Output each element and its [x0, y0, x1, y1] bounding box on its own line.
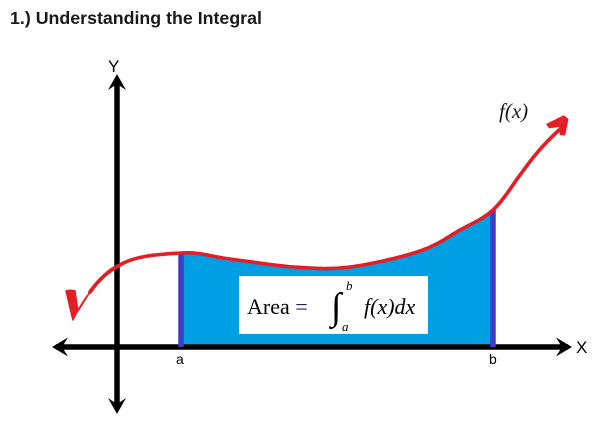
- svg-text:a: a: [176, 351, 184, 367]
- svg-text:Y: Y: [108, 57, 119, 76]
- svg-text:a: a: [342, 319, 349, 334]
- svg-text:f(x): f(x): [499, 99, 528, 123]
- svg-text:b: b: [489, 351, 497, 367]
- svg-text:f(x)dx: f(x)dx: [364, 294, 416, 319]
- svg-text:X: X: [576, 338, 587, 357]
- svg-text:b: b: [346, 278, 353, 293]
- svg-text:Area =: Area =: [247, 294, 308, 319]
